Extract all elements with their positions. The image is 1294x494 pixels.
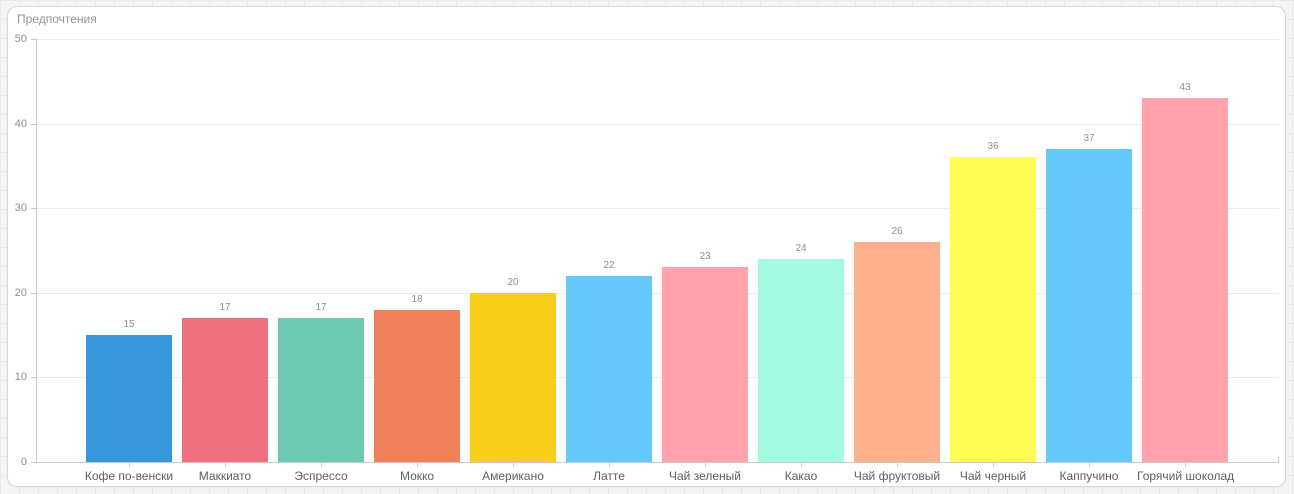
bar-value-label: 23	[699, 251, 711, 263]
gridline-y-20	[37, 292, 1279, 294]
gridline-y-30	[37, 208, 1279, 210]
bar-column: 43	[1137, 82, 1233, 462]
bar-column: 22	[561, 260, 657, 462]
x-axis-end-tick	[1278, 457, 1279, 462]
bar-2[interactable]	[182, 318, 268, 462]
bar-value-label: 36	[987, 141, 999, 153]
bar-value-label: 24	[795, 242, 807, 254]
bar-column: 26	[849, 226, 945, 462]
gridline-y-50	[37, 39, 1279, 40]
bar-9[interactable]	[854, 242, 940, 462]
bar-column: 20	[465, 277, 561, 462]
x-axis-label: Американо	[482, 469, 544, 483]
y-axis-label-50: 50	[14, 33, 27, 45]
bar-column: 15	[81, 319, 177, 462]
y-axis-label-40: 40	[14, 117, 27, 130]
chart-card: Предпочтения 0 10 20 30 40 50 15 17 17 18 20 22 23 24…	[7, 6, 1286, 487]
bars-container: 15 17 17 18 20 22 23 24 26 36 37 43	[81, 39, 1233, 462]
bar-4[interactable]	[374, 309, 460, 462]
bar-column: 37	[1041, 133, 1137, 462]
bar-value-label: 22	[603, 259, 615, 271]
x-axis-label: Эспрессо	[294, 469, 348, 483]
x-axis-labels: Кофе по-венски Маккиато Эспрессо Мокко Амери…	[81, 469, 1235, 483]
x-axis-tick	[705, 463, 706, 467]
x-axis-tick	[417, 463, 418, 467]
chart-title: Предпочтения	[17, 12, 97, 26]
bar-3[interactable]	[278, 318, 364, 462]
x-axis-tick	[801, 463, 802, 467]
y-axis-label-30: 30	[14, 202, 27, 215]
x-axis-tick	[609, 463, 610, 467]
x-axis-tick	[1185, 463, 1186, 467]
bar-value-label: 17	[315, 302, 327, 314]
x-axis-label: Каппучино	[1059, 469, 1119, 483]
bar-value-label: 15	[123, 319, 135, 331]
x-axis-label: Мокко	[399, 469, 435, 483]
x-axis-tick	[513, 463, 514, 467]
bar-7[interactable]	[662, 267, 748, 462]
x-axis-label: Латте	[593, 469, 625, 483]
y-axis-tick-10	[31, 377, 36, 379]
y-axis-tick-0	[31, 462, 36, 463]
x-axis-label: Маккиато	[198, 469, 252, 483]
bar-column: 24	[753, 243, 849, 462]
bar-6[interactable]	[566, 275, 652, 462]
y-axis-label-20: 20	[14, 286, 27, 299]
bar-value-label: 43	[1179, 82, 1191, 94]
y-axis-tick-30	[31, 208, 36, 210]
x-axis-label: Какао	[784, 469, 818, 483]
bar-1[interactable]	[86, 335, 172, 462]
y-axis-tick-20	[31, 292, 36, 294]
x-axis-tick	[897, 463, 898, 467]
bar-column: 23	[657, 251, 753, 462]
x-axis-tick	[993, 463, 994, 467]
bar-value-label: 26	[891, 226, 903, 238]
bar-value-label: 18	[411, 293, 423, 305]
y-axis-label-0: 0	[20, 456, 27, 468]
x-axis-label: Чай фруктовый	[853, 469, 941, 483]
x-axis-tick	[225, 463, 226, 467]
bar-column: 18	[369, 294, 465, 462]
bar-value-label: 20	[507, 276, 519, 288]
bar-5[interactable]	[470, 292, 556, 462]
bar-column: 17	[273, 302, 369, 462]
y-axis-label-10: 10	[14, 371, 27, 384]
x-axis-tick	[321, 463, 322, 467]
gridline-y-10	[37, 377, 1279, 379]
bar-12[interactable]	[1142, 98, 1228, 462]
x-axis-label: Чай зеленый	[669, 469, 741, 483]
y-axis-tick-50	[31, 39, 36, 40]
bar-value-label: 17	[219, 302, 231, 314]
bar-column: 17	[177, 302, 273, 462]
x-axis-label: Чай черный	[959, 469, 1027, 483]
bar-value-label: 37	[1083, 132, 1095, 144]
y-axis-tick-40	[31, 123, 36, 125]
bar-8[interactable]	[758, 258, 844, 462]
x-axis-tick	[1089, 463, 1090, 467]
bar-10[interactable]	[950, 157, 1036, 462]
x-axis-label: Кофе по-венски	[84, 469, 174, 483]
x-axis-tick	[129, 463, 130, 467]
bar-column: 36	[945, 141, 1041, 462]
bar-11[interactable]	[1046, 148, 1132, 462]
gridline-y-40	[37, 123, 1279, 125]
x-axis-label: Горячий шоколад	[1137, 469, 1235, 483]
plot-area: 0 10 20 30 40 50 15 17 17 18 20 22 23 24 26 36 37 43 Кофе …	[15, 33, 1279, 483]
